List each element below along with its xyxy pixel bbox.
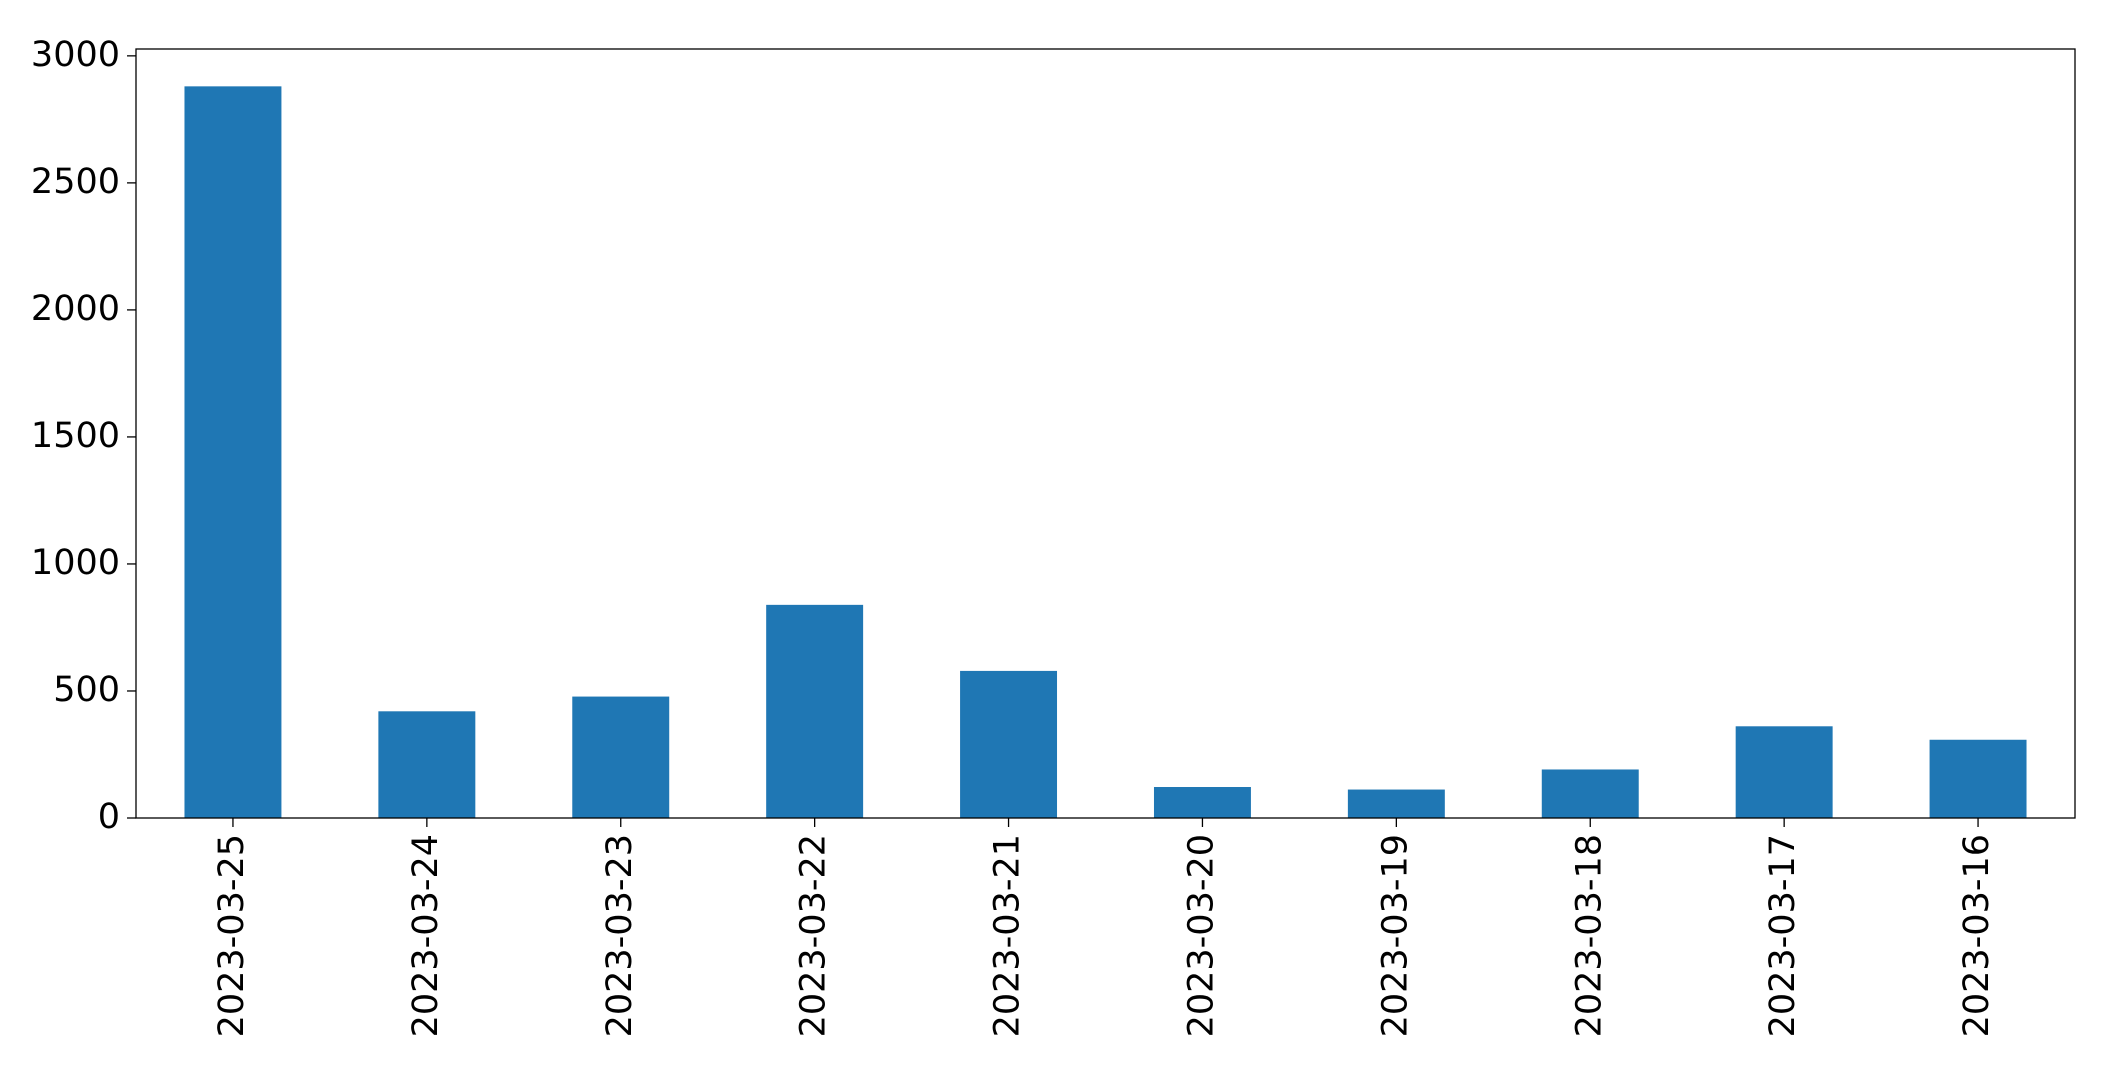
- y-tick-label: 500: [53, 670, 120, 710]
- plot-frame: [135, 48, 2076, 819]
- x-tick-label: 2023-03-23: [600, 834, 640, 1037]
- x-tick-label: 2023-03-25: [212, 834, 252, 1037]
- bar: [572, 696, 670, 818]
- x-tick-label: 2023-03-19: [1375, 834, 1415, 1037]
- bar: [1541, 769, 1639, 818]
- x-tick-label: 2023-03-21: [988, 834, 1028, 1037]
- bar: [378, 711, 476, 818]
- bar: [1929, 739, 2027, 818]
- x-tick-label: 2023-03-16: [1957, 834, 1997, 1037]
- y-tick-label: 2500: [31, 162, 120, 202]
- y-tick-label: 3000: [31, 35, 120, 75]
- x-tick-label: 2023-03-18: [1569, 834, 1609, 1037]
- bar: [960, 670, 1058, 818]
- bar: [1153, 787, 1251, 818]
- bar: [766, 604, 864, 818]
- bar: [1735, 726, 1833, 818]
- x-tick-label: 2023-03-24: [406, 834, 446, 1037]
- bar: [184, 86, 282, 818]
- bar: [1347, 789, 1445, 818]
- y-tick-label: 1500: [31, 416, 120, 456]
- y-tick-label: 2000: [31, 289, 120, 329]
- x-tick-label: 2023-03-20: [1181, 834, 1221, 1037]
- x-tick-label: 2023-03-17: [1763, 834, 1803, 1037]
- y-tick-label: 0: [98, 797, 120, 837]
- x-tick-label: 2023-03-22: [794, 834, 834, 1037]
- y-tick-label: 1000: [31, 543, 120, 583]
